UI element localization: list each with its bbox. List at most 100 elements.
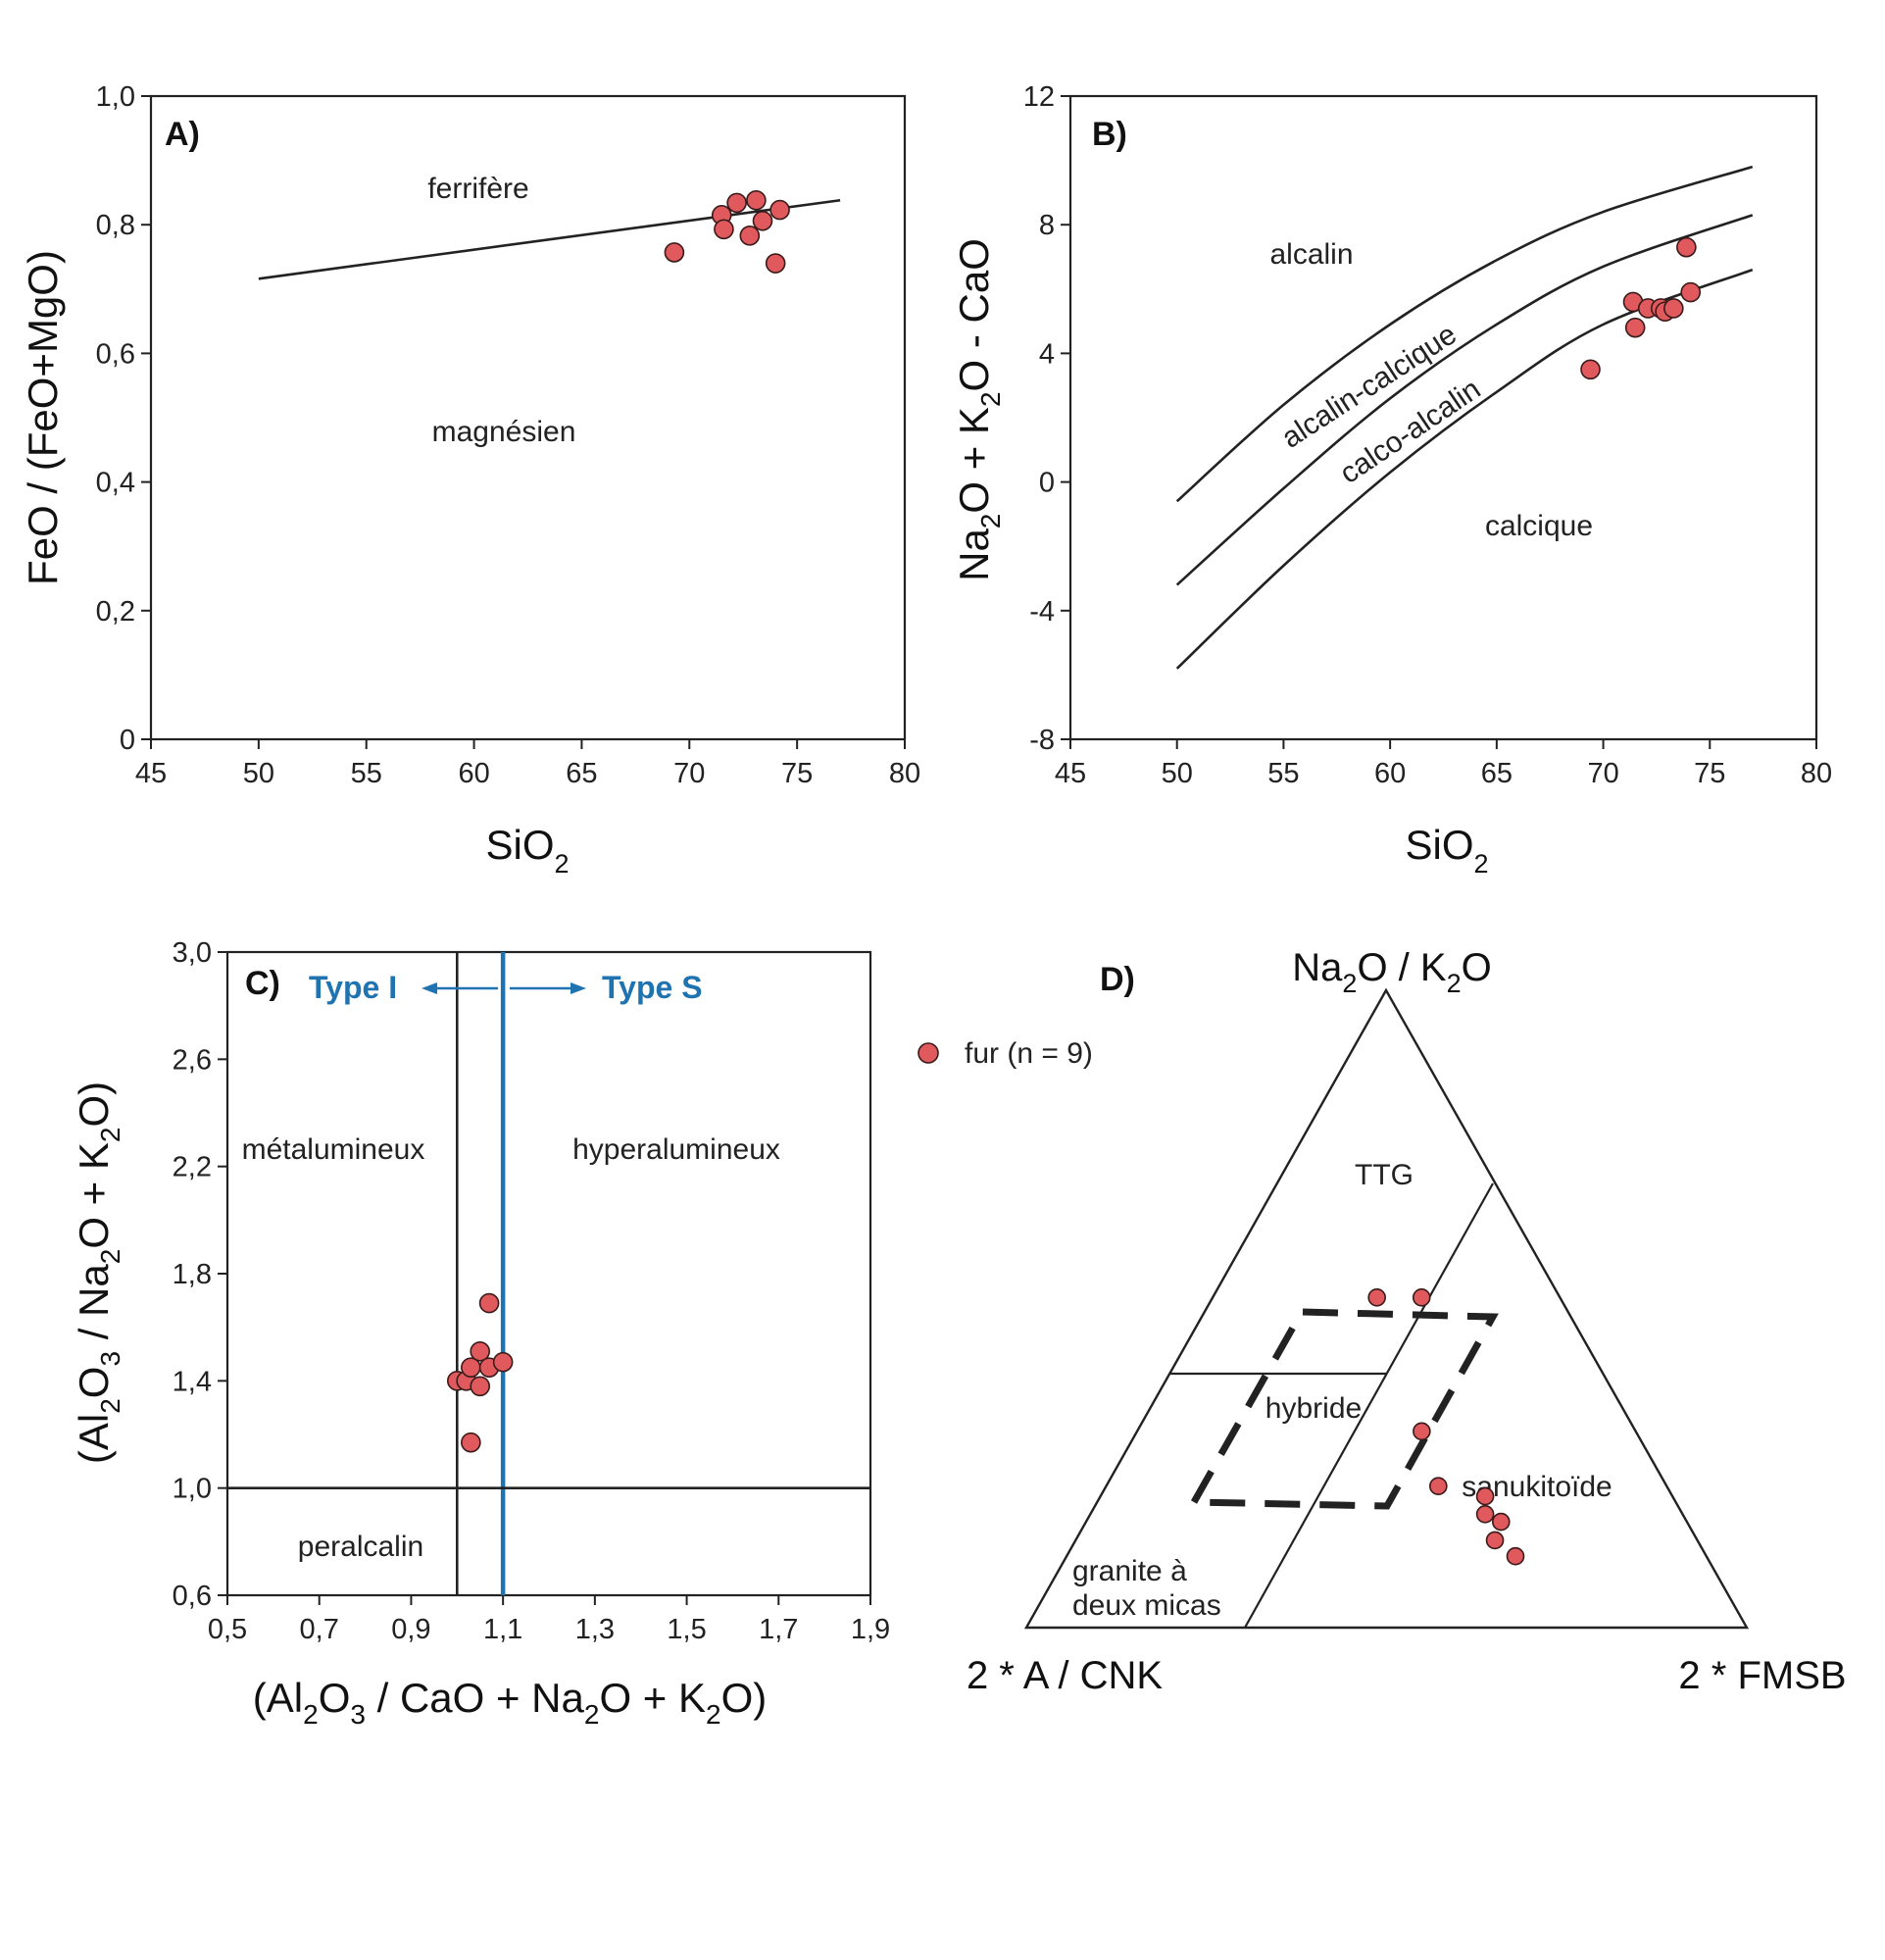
y-axis-label-b: Na2O + K2O - CaO bbox=[951, 238, 1006, 581]
axis-ticks-b: 45 50 55 60 65 70 75 80 -8 -4 0 4 8 12 bbox=[1023, 81, 1832, 789]
boundary-curve-b-1 bbox=[1175, 214, 1754, 586]
y-tick-label-a-2: 0,4 bbox=[96, 468, 135, 499]
y-tick-label-a-0: 0 bbox=[120, 725, 135, 756]
y-label-c-sub1: 2 bbox=[95, 1398, 125, 1414]
data-point-c-3 bbox=[461, 1432, 481, 1453]
data-point-d-0 bbox=[1367, 1288, 1386, 1307]
field-label-granite-line2: deux micas bbox=[1072, 1589, 1221, 1622]
x-axis-label-b: SiO2 bbox=[1405, 822, 1488, 879]
x-tick-label-a-6: 75 bbox=[781, 758, 813, 789]
vertex-top-part1: Na bbox=[1292, 946, 1343, 989]
type-i-label: Type I bbox=[309, 970, 397, 1005]
y-tick-label-b-5: 12 bbox=[1023, 81, 1055, 113]
x-axis-label-c: (Al2O3 / CaO + Na2O + K2O) bbox=[253, 1675, 767, 1730]
x-tick-label-b-5: 70 bbox=[1587, 758, 1618, 789]
x-tick-label-a-7: 80 bbox=[889, 758, 920, 789]
x-tick-label-a-5: 70 bbox=[673, 758, 705, 789]
type-s-label: Type S bbox=[602, 970, 703, 1005]
data-point-b-7 bbox=[1676, 236, 1697, 258]
y-tick-label-a-1: 0,2 bbox=[96, 596, 135, 628]
x-tick-label-b-2: 55 bbox=[1267, 758, 1299, 789]
y-tick-label-b-1: -4 bbox=[1029, 596, 1055, 628]
y-label-c-sub2: 3 bbox=[95, 1351, 125, 1367]
x-tick-label-c-2: 0,9 bbox=[391, 1614, 430, 1645]
x-axis-label-a-sub: 2 bbox=[554, 849, 569, 879]
y-tick-label-a-3: 0,6 bbox=[96, 338, 135, 370]
data-point-d-4 bbox=[1475, 1486, 1495, 1506]
data-point-c-5 bbox=[470, 1376, 491, 1397]
field-label-ttg: TTG bbox=[1355, 1159, 1414, 1191]
axis-ticks-c: 0,5 0,7 0,9 1,1 1,3 1,5 1,7 1,9 0,6 1,0 1,4 1,8 2,2 2… bbox=[173, 937, 890, 1645]
data-point-d-2 bbox=[1413, 1422, 1431, 1441]
data-point-d-5 bbox=[1475, 1505, 1495, 1524]
data-point-a-0 bbox=[664, 242, 685, 263]
y-label-c-part4: O + K bbox=[71, 1142, 117, 1249]
boundary-line-a bbox=[258, 198, 841, 280]
y-tick-label-b-4: 8 bbox=[1039, 210, 1055, 241]
x-axis-label-a-main: SiO bbox=[485, 822, 554, 868]
y-label-b-part3: O - CaO bbox=[951, 238, 997, 391]
data-point-b-2 bbox=[1624, 317, 1646, 338]
data-point-b-8 bbox=[1680, 281, 1702, 303]
data-point-d-8 bbox=[1506, 1546, 1525, 1566]
boundary-curve-b-2 bbox=[1175, 268, 1754, 670]
field-label-peralcalin: peralcalin bbox=[298, 1531, 423, 1563]
y-label-c-part2: O bbox=[71, 1367, 117, 1399]
x-label-c-sub3: 2 bbox=[584, 1699, 600, 1730]
vertex-top-part3: O bbox=[1462, 946, 1492, 989]
data-point-d-6 bbox=[1491, 1512, 1511, 1532]
data-point-b-0 bbox=[1580, 359, 1601, 380]
y-label-b-sub1: 2 bbox=[975, 514, 1006, 529]
data-point-c-7 bbox=[478, 1292, 500, 1314]
x-tick-label-a-1: 50 bbox=[243, 758, 274, 789]
x-tick-label-a-0: 45 bbox=[135, 758, 167, 789]
data-point-a-2 bbox=[714, 219, 734, 240]
panel-label-d: D) bbox=[1100, 961, 1135, 998]
ternary-dashed-field bbox=[1188, 1308, 1499, 1510]
x-tick-label-c-6: 1,7 bbox=[759, 1614, 798, 1645]
data-point-c-4 bbox=[470, 1340, 491, 1362]
vertex-top-part2: O / K bbox=[1357, 946, 1446, 989]
x-tick-label-b-6: 75 bbox=[1694, 758, 1725, 789]
x-label-c-sub1: 2 bbox=[303, 1699, 319, 1730]
data-point-c-8 bbox=[492, 1351, 514, 1373]
field-label-hyperalumineux: hyperalumineux bbox=[572, 1133, 780, 1166]
type-i-arrow bbox=[422, 982, 498, 994]
x-tick-label-c-3: 1,1 bbox=[483, 1614, 522, 1645]
x-label-c-part1: (Al bbox=[253, 1675, 303, 1721]
ternary-triangle bbox=[1023, 987, 1750, 1630]
plot-frame-c bbox=[225, 950, 872, 1597]
y-tick-label-c-6: 3,0 bbox=[173, 937, 212, 969]
type-i-arrow-head bbox=[422, 982, 437, 994]
vertex-top-sub2: 2 bbox=[1447, 969, 1462, 998]
x-tick-label-b-1: 50 bbox=[1162, 758, 1193, 789]
data-point-a-7 bbox=[765, 253, 786, 274]
data-point-a-6 bbox=[752, 210, 773, 231]
boundary-curves-b bbox=[1175, 165, 1754, 670]
x-tick-label-b-7: 80 bbox=[1801, 758, 1832, 789]
boundary-curve-b-0 bbox=[1175, 165, 1754, 503]
x-tick-label-c-1: 0,7 bbox=[300, 1614, 339, 1645]
type-s-arrow-head bbox=[570, 982, 586, 994]
x-label-c-part2: O bbox=[319, 1675, 351, 1721]
y-axis-label-c: (Al2O3 / Na2O + K2O) bbox=[71, 1081, 125, 1464]
y-axis-label-a: FeO / (FeO+MgO) bbox=[20, 250, 66, 585]
x-tick-label-a-3: 60 bbox=[458, 758, 489, 789]
x-label-c-sub2: 3 bbox=[350, 1699, 366, 1730]
legend-marker bbox=[918, 1042, 939, 1064]
y-tick-label-b-0: -8 bbox=[1029, 725, 1055, 756]
x-axis-label-b-main: SiO bbox=[1405, 822, 1473, 868]
field-label-calcique: calcique bbox=[1485, 510, 1593, 542]
y-label-c-sub4: 2 bbox=[95, 1128, 125, 1143]
field-label-hybride: hybride bbox=[1265, 1392, 1362, 1425]
panel-label-c: C) bbox=[245, 965, 280, 1002]
data-point-d-7 bbox=[1485, 1531, 1505, 1550]
y-tick-label-b-2: 0 bbox=[1039, 468, 1055, 499]
data-points-a bbox=[664, 189, 790, 274]
y-label-c-part5: O) bbox=[71, 1081, 117, 1128]
x-axis-label-a: SiO2 bbox=[485, 822, 569, 879]
type-s-arrow bbox=[510, 982, 586, 994]
vertex-label-top: Na2O / K2O bbox=[1292, 946, 1491, 998]
x-tick-label-b-4: 65 bbox=[1481, 758, 1513, 789]
